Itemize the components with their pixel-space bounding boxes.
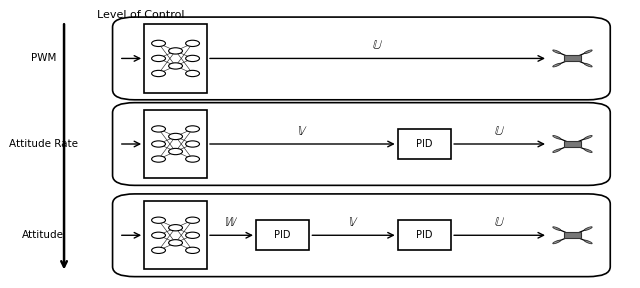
Circle shape [152, 247, 166, 253]
Ellipse shape [584, 136, 592, 139]
FancyBboxPatch shape [397, 220, 451, 250]
Ellipse shape [584, 50, 592, 54]
FancyBboxPatch shape [397, 129, 451, 159]
Ellipse shape [553, 63, 561, 67]
Circle shape [186, 232, 200, 238]
Ellipse shape [553, 50, 561, 54]
Text: PWM: PWM [31, 54, 56, 63]
Circle shape [186, 40, 200, 46]
Text: PID: PID [416, 139, 433, 149]
Ellipse shape [584, 63, 592, 67]
Ellipse shape [553, 149, 561, 152]
Ellipse shape [553, 240, 561, 244]
FancyBboxPatch shape [256, 220, 309, 250]
Ellipse shape [553, 227, 561, 230]
Circle shape [168, 225, 182, 231]
Circle shape [152, 232, 166, 238]
Ellipse shape [584, 227, 592, 230]
Ellipse shape [584, 149, 592, 152]
Circle shape [152, 70, 166, 77]
FancyBboxPatch shape [144, 110, 207, 178]
Circle shape [186, 55, 200, 62]
FancyBboxPatch shape [144, 201, 207, 270]
Circle shape [168, 240, 182, 246]
Text: Attitude: Attitude [22, 230, 64, 240]
Text: $\mathbb{V}$: $\mathbb{V}$ [348, 216, 359, 229]
Circle shape [152, 141, 166, 147]
Text: $\mathbb{U}$: $\mathbb{U}$ [494, 125, 505, 138]
Circle shape [186, 247, 200, 253]
Text: Level of Control: Level of Control [97, 10, 185, 20]
Text: $\mathbb{V}$: $\mathbb{V}$ [297, 125, 308, 138]
Circle shape [186, 217, 200, 223]
FancyBboxPatch shape [564, 232, 581, 238]
Ellipse shape [584, 240, 592, 244]
Text: $\mathbb{U}$: $\mathbb{U}$ [494, 216, 505, 229]
Circle shape [186, 156, 200, 162]
Circle shape [186, 141, 200, 147]
Circle shape [168, 133, 182, 140]
Circle shape [168, 48, 182, 54]
Circle shape [152, 217, 166, 223]
Text: $\mathbb{U}$: $\mathbb{U}$ [372, 39, 383, 52]
FancyBboxPatch shape [564, 55, 581, 61]
Circle shape [152, 40, 166, 46]
Circle shape [152, 126, 166, 132]
Circle shape [168, 148, 182, 155]
Text: PID: PID [275, 230, 291, 240]
Text: Attitude Rate: Attitude Rate [9, 139, 77, 149]
Circle shape [152, 55, 166, 62]
Circle shape [186, 70, 200, 77]
Text: $\mathbb{W}$: $\mathbb{W}$ [225, 216, 239, 229]
FancyBboxPatch shape [144, 24, 207, 93]
FancyBboxPatch shape [564, 141, 581, 147]
Circle shape [168, 63, 182, 69]
Ellipse shape [553, 136, 561, 139]
Text: PID: PID [416, 230, 433, 240]
Circle shape [186, 126, 200, 132]
Circle shape [152, 156, 166, 162]
